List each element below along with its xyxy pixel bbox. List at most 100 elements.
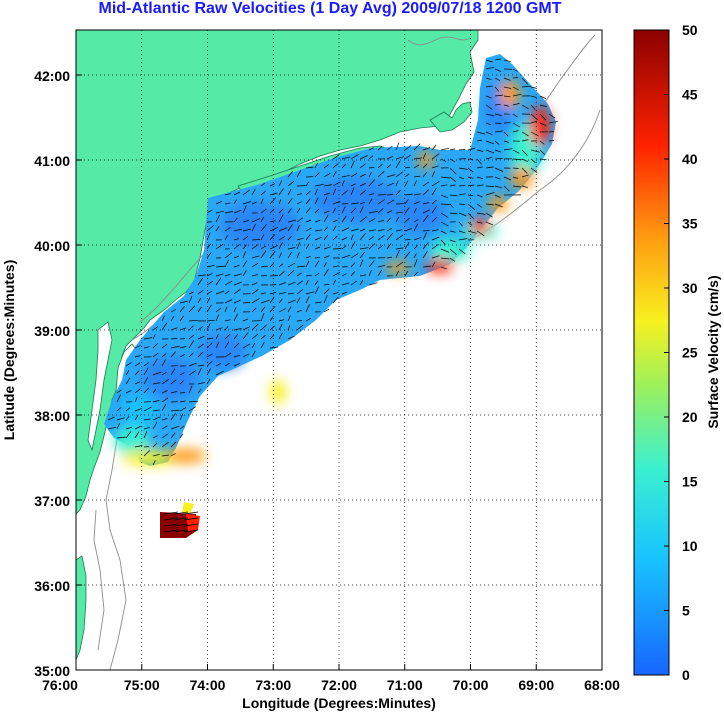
velocity-arrow: [413, 253, 417, 259]
velocity-arrow: [485, 166, 494, 169]
velocity-arrow: [377, 229, 385, 232]
velocity-arrow: [125, 390, 132, 394]
velocity-arrow: [233, 238, 239, 241]
velocity-arrow: [332, 171, 337, 178]
velocity-arrow: [386, 194, 393, 196]
velocity-arrow: [125, 377, 131, 385]
velocity-arrow: [296, 289, 304, 295]
velocity-arrow: [161, 359, 166, 367]
velocity-arrow: [485, 131, 493, 136]
velocity-arrow: [359, 274, 367, 277]
velocity-arrow: [350, 271, 355, 277]
velocity-arrow: [206, 252, 212, 259]
velocity-arrow: [386, 199, 395, 205]
velocity-arrow: [512, 77, 519, 79]
velocity-arrow: [404, 199, 409, 205]
velocity-arrow: [341, 291, 347, 295]
colorbar-tick-label: 5: [682, 603, 690, 619]
y-tick-label: 36:00: [34, 578, 70, 594]
velocity-arrow: [278, 188, 284, 196]
velocity-arrow: [179, 425, 185, 430]
velocity-arrow: [134, 445, 143, 448]
velocity-arrow: [341, 245, 347, 250]
velocity-arrow: [314, 197, 319, 205]
velocity-arrow: [377, 208, 384, 214]
velocity-arrow: [359, 259, 364, 268]
velocity-arrow: [287, 171, 293, 178]
velocity-arrow: [494, 94, 504, 97]
velocity-arrow: [431, 165, 439, 169]
velocity-arrow: [494, 77, 501, 82]
velocity-arrow: [305, 219, 312, 223]
velocity-arrow: [260, 245, 266, 250]
velocity-arrow: [521, 131, 529, 137]
velocity-arrow: [251, 298, 260, 304]
velocity-arrow: [233, 334, 239, 340]
velocity-arrow: [278, 323, 283, 331]
velocity-arrow: [197, 367, 202, 376]
velocity-arrow: [413, 223, 419, 232]
velocity-arrow: [233, 342, 240, 349]
velocity-arrow: [206, 273, 213, 277]
velocity-arrow: [476, 212, 486, 215]
velocity-arrow: [350, 234, 354, 241]
velocity-arrow: [395, 142, 400, 151]
velocity-arrow: [242, 228, 251, 232]
velocity-arrow: [449, 167, 457, 175]
velocity-arrow: [386, 217, 391, 223]
velocity-arrow: [170, 409, 180, 412]
velocity-arrow: [242, 318, 249, 322]
velocity-hotspot-south-tip: [182, 502, 194, 514]
velocity-arrow: [287, 251, 292, 259]
velocity-arrow: [161, 441, 169, 448]
velocity-arrow: [512, 122, 521, 128]
velocity-arrow: [296, 237, 304, 241]
velocity-arrow: [521, 77, 529, 85]
velocity-arrow: [494, 58, 501, 61]
velocity-arrow: [242, 270, 247, 277]
velocity-arrow: [314, 260, 320, 268]
velocity-arrow: [260, 275, 267, 277]
velocity-arrow: [224, 273, 231, 277]
velocity-arrow: [278, 282, 286, 286]
velocity-arrow: [233, 217, 238, 223]
velocity-arrow: [539, 95, 547, 100]
velocity-arrow: [332, 265, 339, 268]
velocity-arrow: [161, 454, 169, 457]
velocity-arrow: [260, 299, 270, 304]
velocity-arrow: [485, 149, 495, 154]
velocity-arrow: [206, 322, 211, 331]
velocity-arrow: [161, 372, 167, 376]
velocity-arrow: [323, 288, 330, 295]
velocity-arrow: [188, 362, 197, 367]
velocity-arrow: [269, 316, 274, 322]
velocity-arrow: [485, 77, 492, 81]
velocity-arrow: [368, 229, 376, 232]
velocity-arrow: [512, 103, 520, 106]
velocity-arrow: [368, 179, 376, 187]
velocity-arrow: [287, 262, 296, 268]
velocity-arrow: [341, 190, 348, 196]
velocity-arrow: [314, 256, 321, 259]
velocity-arrow: [278, 319, 285, 322]
y-tick-labels: 35:00 36:00 37:00 38:00 39:00 40:00 41:0…: [34, 68, 70, 679]
velocity-arrow: [269, 192, 278, 196]
land-outer-banks: [76, 555, 87, 661]
velocity-arrow: [224, 306, 228, 313]
velocity-arrow: [197, 289, 204, 295]
x-tick-label: 70:00: [453, 677, 489, 693]
velocity-arrow: [215, 210, 224, 214]
velocity-arrow: [422, 163, 428, 169]
velocity-arrow: [359, 232, 366, 241]
velocity-arrow: [431, 153, 440, 160]
velocity-arrow: [242, 251, 247, 259]
velocity-arrow: [278, 214, 284, 223]
colorbar-tick-label: 30: [682, 280, 698, 296]
velocity-arrow: [314, 280, 319, 286]
velocity-arrow: [341, 282, 350, 286]
velocity-arrow: [170, 309, 177, 313]
velocity-arrow: [395, 189, 401, 196]
colorbar-tick-label: 10: [682, 538, 698, 554]
velocity-arrow: [368, 198, 373, 205]
